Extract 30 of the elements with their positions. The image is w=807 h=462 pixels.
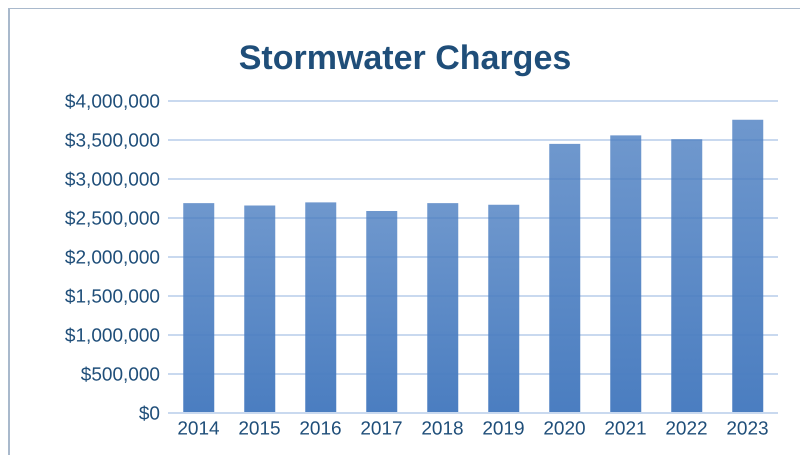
- chart-title: Stormwater Charges: [238, 39, 572, 79]
- x-tick-label: 2016: [299, 418, 342, 440]
- x-tick-label: 2017: [360, 418, 403, 440]
- bar: [244, 206, 276, 413]
- bar: [305, 202, 336, 413]
- bar: [671, 139, 702, 413]
- y-tick-label: $0: [138, 404, 160, 425]
- bar: [183, 203, 214, 413]
- x-tick-label: 2019: [482, 418, 525, 440]
- y-tick-label: $4,000,000: [64, 92, 160, 113]
- y-tick-label: $2,500,000: [64, 208, 160, 230]
- bar: [427, 203, 458, 413]
- y-tick-label: $1,000,000: [64, 326, 160, 347]
- x-tick-label: 2023: [726, 418, 769, 440]
- x-tick-label: 2014: [177, 418, 220, 440]
- bar: [732, 120, 764, 413]
- bar: [488, 204, 520, 413]
- x-tick-label: 2022: [665, 418, 708, 440]
- bar: [610, 135, 642, 413]
- x-tick-label: 2018: [421, 418, 464, 440]
- y-tick-label: $1,500,000: [64, 286, 160, 308]
- x-tick-label: 2015: [238, 418, 281, 440]
- bar: [549, 144, 580, 413]
- x-tick-label: 2020: [543, 418, 586, 440]
- x-tick-label: 2021: [604, 418, 647, 440]
- y-tick-label: $500,000: [80, 364, 160, 386]
- bar: [366, 210, 398, 413]
- y-tick-label: $3,000,000: [64, 170, 160, 191]
- y-tick-label: $3,500,000: [64, 130, 160, 152]
- y-tick-label: $2,000,000: [64, 248, 160, 269]
